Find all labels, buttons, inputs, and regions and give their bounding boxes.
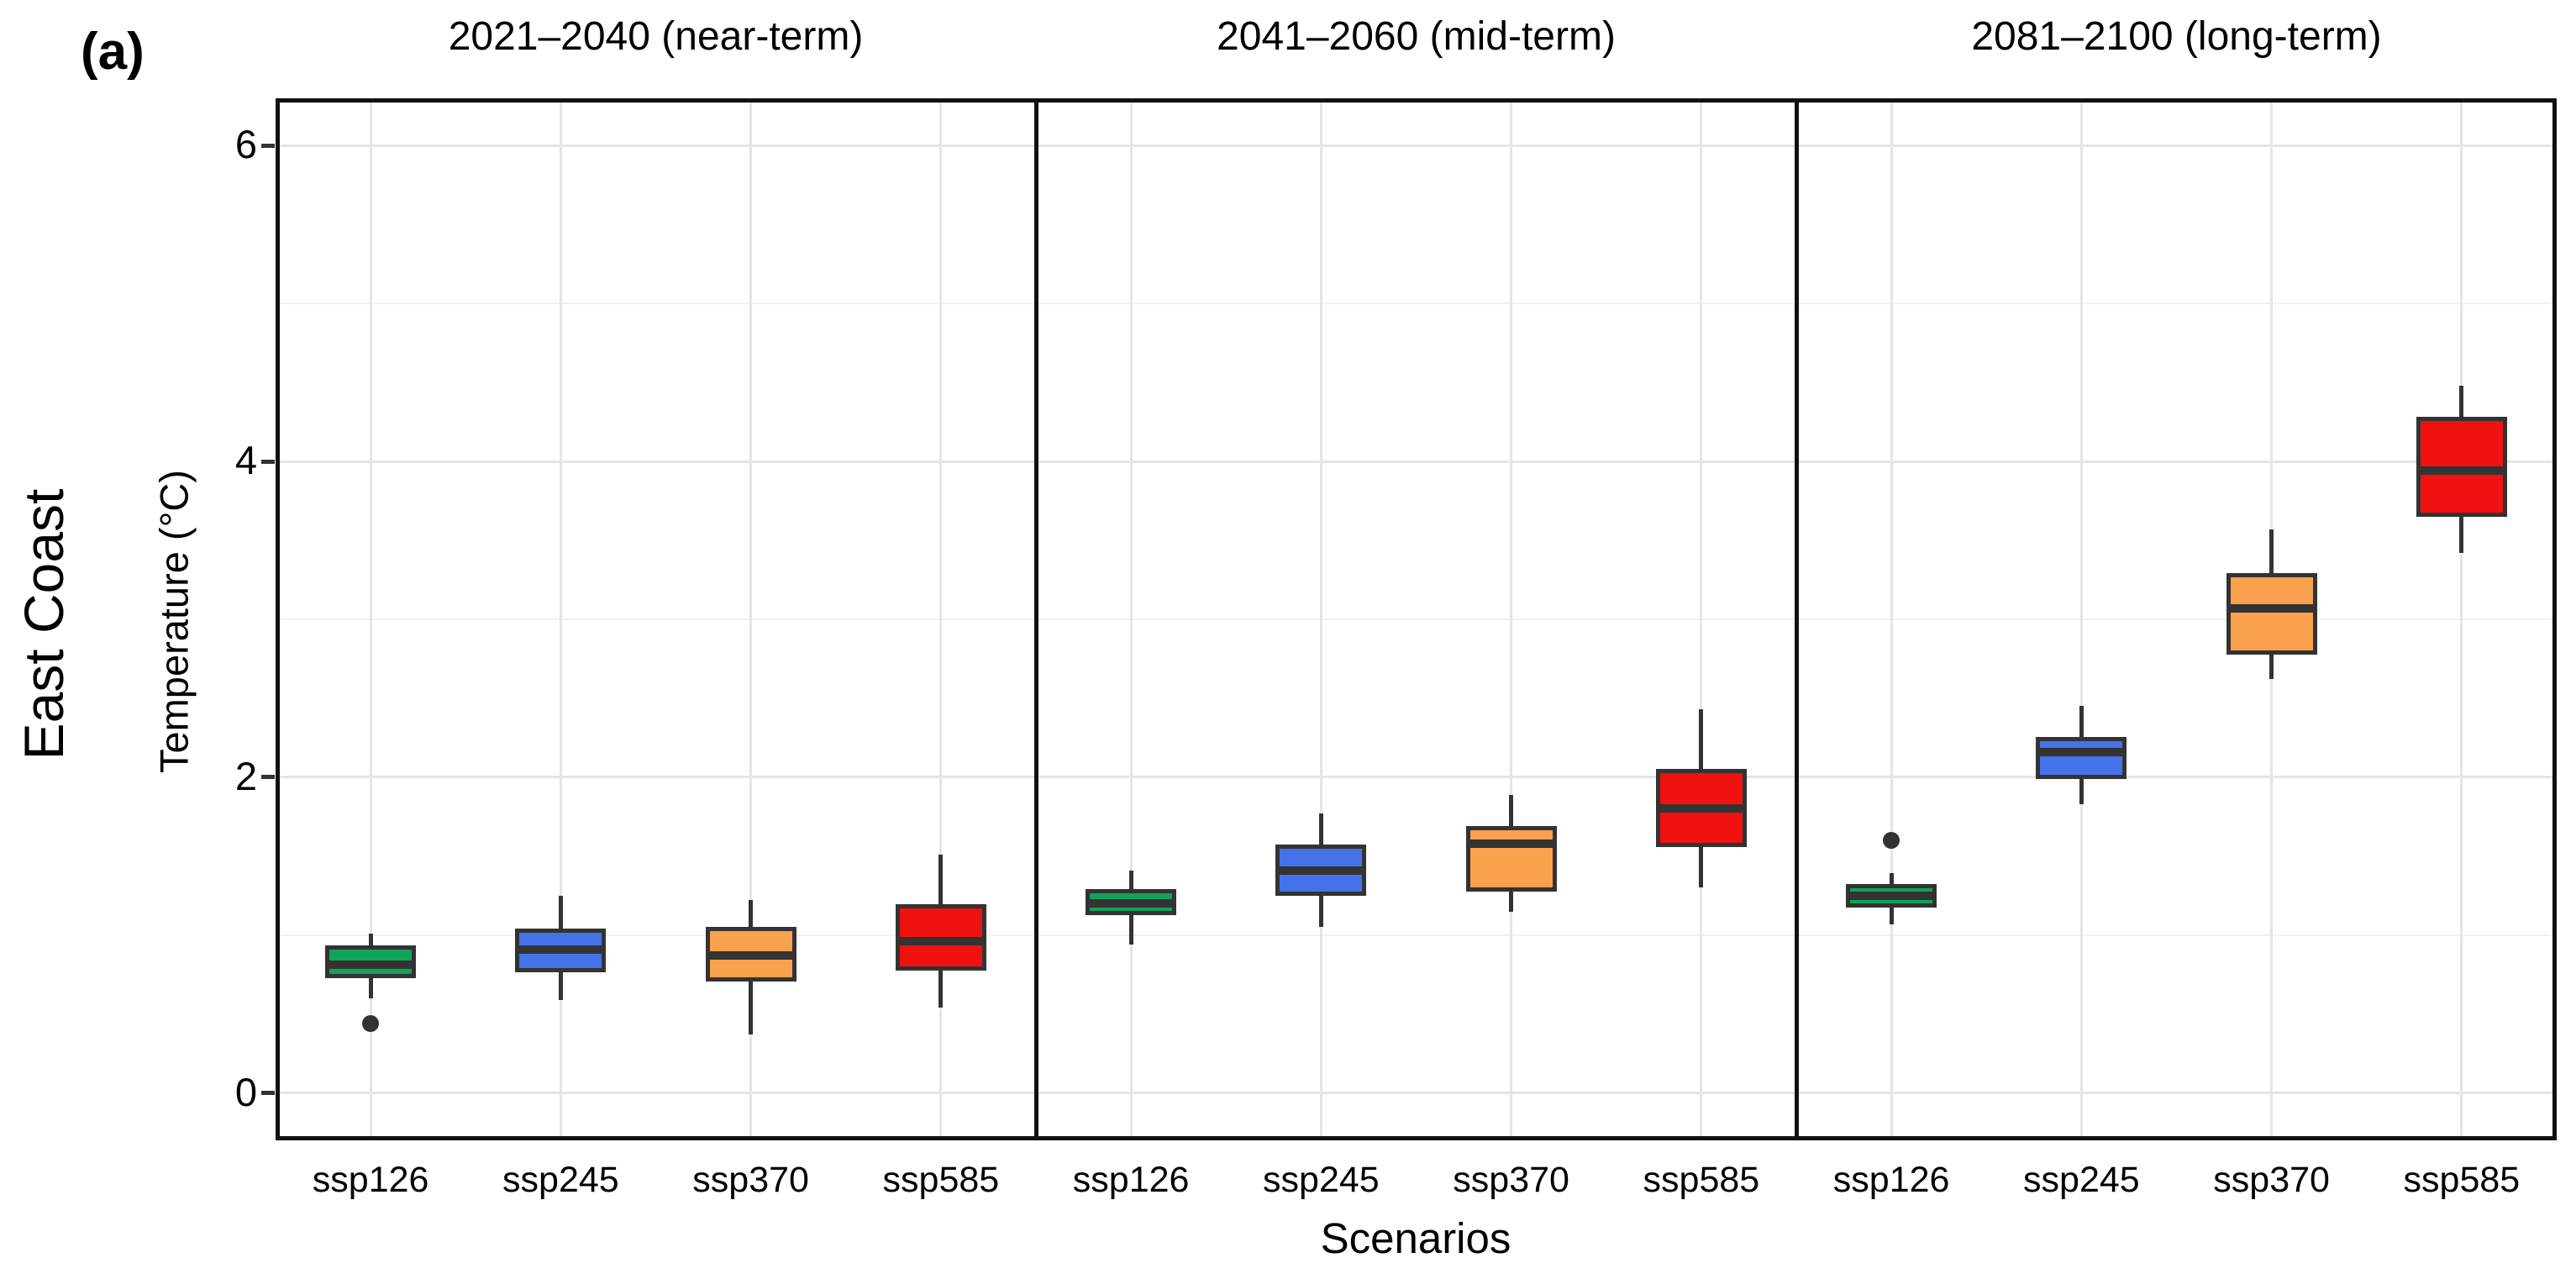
x-tick-label: ssp585: [2403, 1160, 2521, 1200]
x-tick-label: ssp370: [1453, 1160, 1569, 1200]
gridline-vertical: [1129, 98, 1133, 1140]
median-line: [2036, 747, 2127, 756]
x-tick-label: ssp370: [692, 1160, 809, 1200]
gridline-major: [276, 1092, 1036, 1095]
panel-title: 2021–2040 (near-term): [448, 14, 864, 59]
panel-title: 2081–2100 (long-term): [1971, 14, 2382, 59]
panel-border: [276, 98, 2557, 1140]
box: [1465, 825, 1557, 892]
gridline-vertical: [1890, 98, 1893, 1140]
panel-title: 2041–2060 (mid-term): [1217, 14, 1616, 59]
gridline-minor: [1036, 618, 1796, 620]
median-line: [325, 961, 417, 970]
median-line: [1846, 891, 1937, 900]
box: [2036, 737, 2127, 780]
gridline-minor: [276, 618, 1036, 620]
gridline-major: [1796, 460, 2557, 463]
y-tick-mark: [261, 143, 275, 148]
x-tick-label: ssp585: [882, 1160, 1000, 1200]
gridline-major: [1796, 1092, 2557, 1095]
y-tick-label: 6: [234, 122, 257, 167]
x-axis-title: Scenarios: [1320, 1214, 1511, 1262]
gridline-minor: [276, 934, 1036, 936]
median-line: [1465, 839, 1557, 848]
median-line: [1086, 899, 1177, 908]
x-tick-label: ssp126: [1072, 1160, 1190, 1200]
y-tick-label: 4: [234, 438, 257, 483]
y-tick-label: 0: [234, 1069, 257, 1114]
x-tick-label: ssp370: [2213, 1160, 2330, 1200]
x-tick-label: ssp126: [312, 1160, 429, 1200]
gridline-major: [276, 460, 1036, 463]
panel-separator: [1794, 98, 1799, 1140]
median-line: [1655, 804, 1747, 813]
y-axis-title: Temperature (°C): [151, 470, 197, 773]
gridline-vertical: [1510, 98, 1513, 1140]
y-tick-mark: [261, 1091, 275, 1096]
row-label: East Coast: [13, 488, 75, 761]
gridline-minor: [276, 303, 1036, 305]
y-tick-mark: [261, 459, 275, 464]
gridline-minor: [1036, 934, 1796, 936]
gridline-vertical: [2460, 98, 2463, 1140]
gridline-minor: [1796, 934, 2557, 936]
gridline-minor: [1036, 303, 1796, 305]
gridline-vertical: [2079, 98, 2083, 1140]
box: [2226, 572, 2317, 655]
gridline-vertical: [939, 98, 943, 1140]
gridline-major: [1796, 776, 2557, 779]
x-tick-label: ssp245: [1263, 1160, 1380, 1200]
gridline-major: [1036, 776, 1796, 779]
gridline-major: [276, 776, 1036, 779]
x-tick-label: ssp245: [2023, 1160, 2140, 1200]
gridline-vertical: [369, 98, 372, 1140]
figure-label: (a): [81, 23, 145, 81]
median-line: [515, 945, 607, 954]
panel-separator: [1033, 98, 1038, 1140]
y-tick-label: 2: [234, 753, 257, 798]
median-line: [1275, 866, 1367, 875]
gridline-major: [276, 144, 1036, 147]
median-line: [2416, 466, 2507, 476]
gridline-vertical: [1319, 98, 1322, 1140]
gridline-major: [1036, 460, 1796, 463]
median-line: [705, 951, 796, 961]
x-tick-label: ssp245: [502, 1160, 619, 1200]
median-line: [895, 937, 986, 946]
median-line: [2226, 603, 2317, 613]
outlier-dot: [362, 1014, 380, 1032]
gridline-vertical: [1700, 98, 1703, 1140]
gridline-vertical: [559, 98, 562, 1140]
gridline-major: [1796, 144, 2557, 147]
gridline-vertical: [749, 98, 753, 1140]
x-tick-label: ssp126: [1832, 1160, 1950, 1200]
y-tick-mark: [261, 775, 275, 780]
gridline-minor: [1796, 303, 2557, 305]
gridline-minor: [1796, 618, 2557, 620]
x-tick-label: ssp585: [1643, 1160, 1760, 1200]
gridline-major: [1036, 144, 1796, 147]
gridline-major: [1036, 1092, 1796, 1095]
outlier-dot: [1883, 832, 1900, 850]
